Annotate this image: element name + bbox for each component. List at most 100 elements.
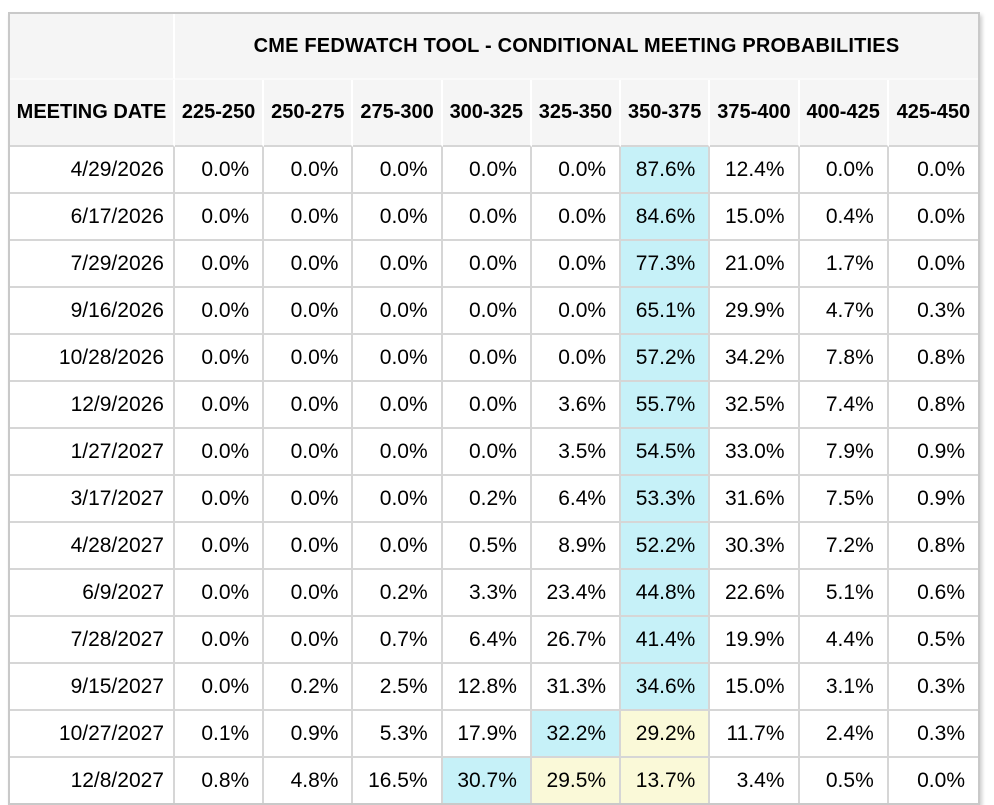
- table-row: 7/28/2027 0.0% 0.0% 0.7% 6.4% 26.7% 41.4% 19.9%…: [10, 617, 978, 664]
- table-row: 6/9/2027 0.0% 0.0% 0.2% 3.3% 23.4% 44.8% 22.6% 5…: [10, 570, 978, 617]
- probability-cell: 4.4%: [799, 617, 889, 664]
- probability-cell: 0.0%: [531, 335, 622, 382]
- table-row: 9/16/2026 0.0% 0.0% 0.0% 0.0% 0.0% 65.1% 29.9% 4…: [10, 288, 978, 335]
- probability-cell: 0.0%: [175, 335, 265, 382]
- probability-cell: 0.0%: [442, 382, 532, 429]
- table-row: 10/28/2026 0.0% 0.0% 0.0% 0.0% 0.0% 57.2% 34.2%…: [10, 335, 978, 382]
- rate-column-header-375-400: 375-400: [710, 80, 800, 147]
- probability-cell: 0.0%: [353, 147, 443, 194]
- probability-cell: 0.4%: [799, 194, 889, 241]
- rate-column-header-225-250: 225-250: [175, 80, 265, 147]
- probability-cell: 0.1%: [175, 711, 265, 758]
- meeting-date-cell: 10/27/2027: [10, 711, 175, 758]
- probability-cell: 34.2%: [710, 335, 800, 382]
- probability-cell: 0.0%: [442, 429, 532, 476]
- probability-cell: 0.0%: [531, 194, 622, 241]
- probability-cell: 0.8%: [175, 758, 265, 803]
- probability-cell: 0.6%: [888, 570, 978, 617]
- probability-cell: 0.0%: [264, 147, 354, 194]
- probability-cell: 0.0%: [442, 288, 532, 335]
- probability-cell-highlighted: 30.7%: [442, 758, 532, 803]
- probability-cell: 0.0%: [175, 523, 265, 570]
- rate-column-header-275-300: 275-300: [353, 80, 443, 147]
- probability-cell: 30.3%: [710, 523, 800, 570]
- title-row: CME FEDWATCH TOOL - CONDITIONAL MEETING …: [10, 14, 978, 80]
- probability-cell: 0.0%: [264, 523, 354, 570]
- probability-cell: 31.3%: [531, 664, 622, 711]
- probability-cell: 15.0%: [710, 194, 800, 241]
- probability-cell: 2.5%: [353, 664, 443, 711]
- table-row: 9/15/2027 0.0% 0.2% 2.5% 12.8% 31.3% 34.6% 15.0…: [10, 664, 978, 711]
- probability-cell: 0.0%: [264, 429, 354, 476]
- probability-cell-highlighted: 29.5%: [531, 758, 622, 803]
- probability-cell-highlighted: 54.5%: [621, 429, 711, 476]
- probability-cell: 0.9%: [264, 711, 354, 758]
- probability-cell: 0.0%: [353, 194, 443, 241]
- probability-cell: 0.0%: [531, 241, 622, 288]
- probability-cell: 0.2%: [353, 570, 443, 617]
- probability-cell: 23.4%: [531, 570, 622, 617]
- probability-cell: 0.0%: [175, 476, 265, 523]
- probability-cell: 0.0%: [353, 288, 443, 335]
- meeting-date-cell: 6/9/2027: [10, 570, 175, 617]
- probability-cell: 0.0%: [175, 382, 265, 429]
- probability-cell: 0.0%: [264, 194, 354, 241]
- probability-cell: 5.1%: [799, 570, 889, 617]
- probability-cell: 0.3%: [888, 664, 978, 711]
- probability-cell: 0.9%: [888, 476, 978, 523]
- probability-cell-highlighted: 44.8%: [621, 570, 711, 617]
- probability-cell: 26.7%: [531, 617, 622, 664]
- probability-cell: 3.3%: [442, 570, 532, 617]
- probability-cell: 0.0%: [888, 241, 978, 288]
- fedwatch-probabilities-table: CME FEDWATCH TOOL - CONDITIONAL MEETING …: [8, 12, 980, 805]
- probability-cell: 0.0%: [264, 382, 354, 429]
- probability-cell: 0.0%: [531, 147, 622, 194]
- probability-cell: 0.0%: [442, 241, 532, 288]
- probability-cell: 0.0%: [353, 382, 443, 429]
- probability-cell: 0.0%: [531, 288, 622, 335]
- meeting-date-cell: 10/28/2026: [10, 335, 175, 382]
- probability-cell: 3.6%: [531, 382, 622, 429]
- meeting-date-cell: 9/15/2027: [10, 664, 175, 711]
- probability-cell-highlighted: 55.7%: [621, 382, 711, 429]
- table-row: 1/27/2027 0.0% 0.0% 0.0% 0.0% 3.5% 54.5% 33.0% 7…: [10, 429, 978, 476]
- probability-cell-highlighted: 29.2%: [621, 711, 711, 758]
- table-row: 7/29/2026 0.0% 0.0% 0.0% 0.0% 0.0% 77.3% 21.0% 1…: [10, 241, 978, 288]
- header-row: MEETING DATE 225-250 250-275 275-300 300…: [10, 80, 978, 147]
- probability-cell: 0.0%: [353, 335, 443, 382]
- rate-column-header-325-350: 325-350: [531, 80, 622, 147]
- probability-cell-highlighted: 41.4%: [621, 617, 711, 664]
- probability-cell: 12.8%: [442, 664, 532, 711]
- probability-cell-highlighted: 32.2%: [531, 711, 622, 758]
- probability-cell: 0.3%: [888, 711, 978, 758]
- probability-cell: 19.9%: [710, 617, 800, 664]
- probability-cell: 3.4%: [710, 758, 800, 803]
- probability-cell: 0.5%: [888, 617, 978, 664]
- probability-cell: 29.9%: [710, 288, 800, 335]
- probability-cell: 11.7%: [710, 711, 800, 758]
- table-row: 12/9/2026 0.0% 0.0% 0.0% 0.0% 3.6% 55.7% 32.5% 7…: [10, 382, 978, 429]
- probability-cell: 0.9%: [888, 429, 978, 476]
- probability-cell-highlighted: 77.3%: [621, 241, 711, 288]
- probability-cell: 0.0%: [175, 617, 265, 664]
- probability-cell: 0.0%: [442, 194, 532, 241]
- probability-cell-highlighted: 87.6%: [621, 147, 711, 194]
- probability-cell: 22.6%: [710, 570, 800, 617]
- probability-cell: 0.0%: [175, 429, 265, 476]
- probability-cell: 0.0%: [175, 664, 265, 711]
- probability-cell: 0.0%: [264, 288, 354, 335]
- probability-cell: 0.0%: [442, 147, 532, 194]
- probability-cell: 6.4%: [531, 476, 622, 523]
- meeting-date-cell: 6/17/2026: [10, 194, 175, 241]
- probability-cell: 0.0%: [888, 147, 978, 194]
- rate-column-header-350-375: 350-375: [621, 80, 711, 147]
- rate-column-header-400-425: 400-425: [799, 80, 889, 147]
- probability-cell: 0.0%: [888, 758, 978, 803]
- probability-cell: 0.2%: [264, 664, 354, 711]
- probability-cell: 1.7%: [799, 241, 889, 288]
- probability-cell: 4.7%: [799, 288, 889, 335]
- rate-column-header-425-450: 425-450: [888, 80, 978, 147]
- table-title: CME FEDWATCH TOOL - CONDITIONAL MEETING …: [175, 14, 978, 80]
- meeting-date-cell: 12/9/2026: [10, 382, 175, 429]
- probability-cell: 0.5%: [442, 523, 532, 570]
